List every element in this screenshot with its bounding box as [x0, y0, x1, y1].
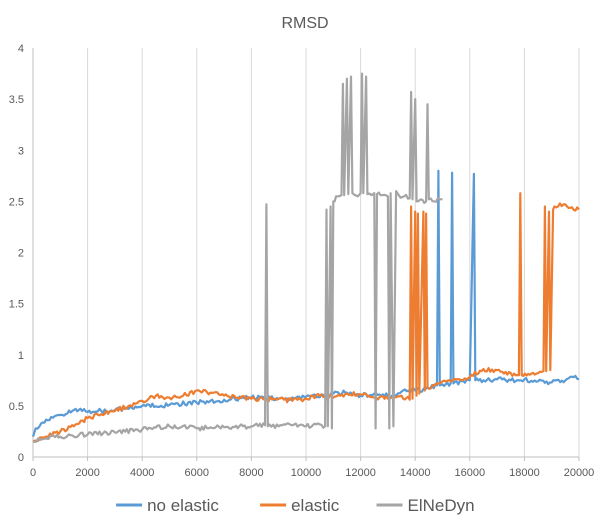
x-tick-label: 4000 — [130, 467, 154, 479]
y-tick-label: 3 — [18, 145, 24, 157]
x-tick-label: 6000 — [185, 467, 209, 479]
y-tick-label: 2 — [18, 248, 24, 260]
x-tick-label: 0 — [30, 467, 36, 479]
y-tick-label: 2.5 — [9, 196, 24, 208]
x-tick-label: 8000 — [239, 467, 263, 479]
x-tick-label: 20000 — [564, 467, 595, 479]
y-tick-label: 0 — [18, 452, 24, 464]
legend-label: ElNeDyn — [408, 496, 475, 515]
series-line-elastic — [32, 192, 580, 443]
x-tick-label: 18000 — [509, 467, 540, 479]
y-tick-label: 1.5 — [9, 299, 24, 311]
x-tick-label: 10000 — [291, 467, 322, 479]
legend: no elastic elastic ElNeDyn — [116, 496, 475, 515]
x-tick-label: 16000 — [455, 467, 486, 479]
chart-title: RMSD — [281, 15, 328, 32]
y-tick-label: 0.5 — [9, 401, 24, 413]
axes: 0 2000 4000 6000 8000 10000 12000 14000 16000 180… — [9, 43, 595, 479]
y-tick-label: 3.5 — [9, 94, 24, 106]
series-line-elnedyn — [32, 72, 443, 443]
y-tick-label: 4 — [18, 43, 24, 55]
legend-label: elastic — [291, 496, 340, 515]
x-tick-label: 12000 — [345, 467, 376, 479]
plot-area — [31, 72, 580, 443]
x-tick-label: 2000 — [75, 467, 99, 479]
y-tick-label: 1 — [18, 350, 24, 362]
x-tick-label: 14000 — [400, 467, 431, 479]
legend-label: no elastic — [147, 496, 219, 515]
